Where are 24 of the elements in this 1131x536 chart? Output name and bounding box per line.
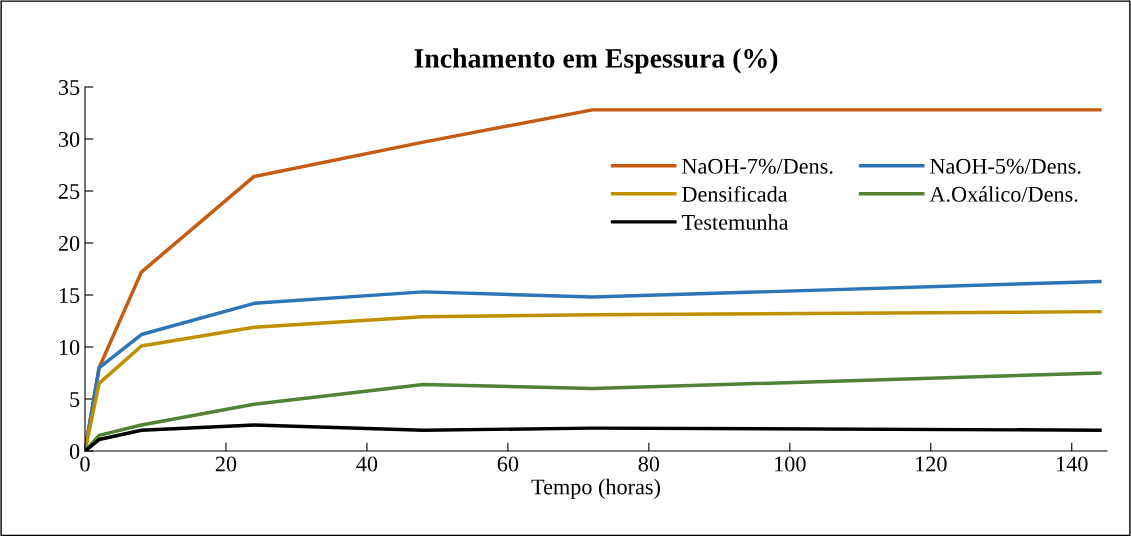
x-tick-label: 0 bbox=[80, 456, 90, 472]
x-tick-label: 120 bbox=[916, 456, 947, 472]
legend-label: NaOH-5%/Dens. bbox=[930, 158, 1081, 174]
y-tick-label: 20 bbox=[58, 235, 80, 251]
x-axis-title: Tempo (horas) bbox=[531, 478, 660, 499]
x-tick-label: 60 bbox=[497, 456, 519, 472]
legend-label: A.Oxálico/Dens. bbox=[929, 186, 1078, 202]
x-tick-label: 20 bbox=[215, 456, 237, 472]
y-tick-label: 10 bbox=[59, 339, 80, 355]
legend-label: Testemunha bbox=[681, 214, 789, 230]
x-tick-label: 100 bbox=[775, 456, 806, 472]
y-tick-label: 0 bbox=[69, 443, 80, 459]
x-tick-label: 40 bbox=[356, 456, 378, 472]
chart-title: Inchamento em Espessura (%) bbox=[414, 48, 778, 74]
y-tick-label: 30 bbox=[58, 131, 80, 147]
y-tick-label: 25 bbox=[58, 183, 80, 199]
x-tick-label: 80 bbox=[638, 456, 660, 472]
line-series bbox=[85, 371, 1102, 451]
y-tick-label: 35 bbox=[58, 79, 80, 95]
y-tick-label: 15 bbox=[59, 288, 80, 303]
legend-label: NaOH-7%/Dens. bbox=[682, 158, 833, 174]
x-tick-label: 140 bbox=[1057, 456, 1088, 472]
y-tick-label: 5 bbox=[70, 392, 80, 407]
legend-label: Densificada bbox=[682, 185, 788, 202]
